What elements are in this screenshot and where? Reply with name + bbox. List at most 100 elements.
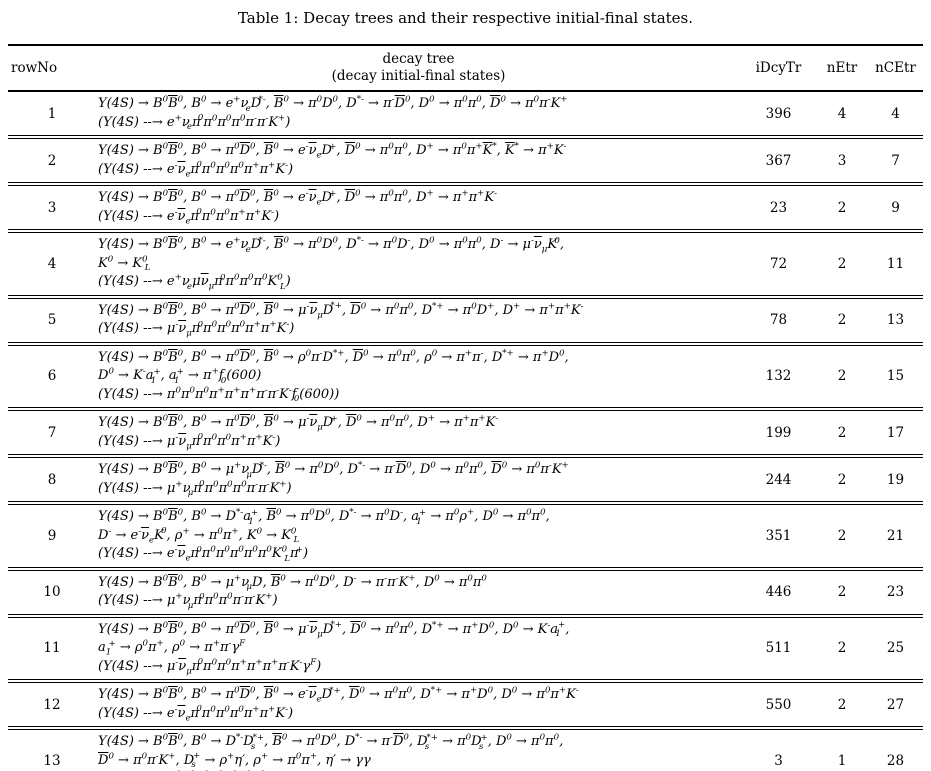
ncetr-value: 21	[886, 527, 905, 544]
decay-final-state-line: (Υ(4S) --→ μ-νμπ0π0π0π+π+K-)	[98, 432, 281, 452]
decay-table: rowNo decay tree (decay initial-final st…	[8, 44, 923, 771]
ncetr-value: 9	[891, 199, 900, 216]
decay-tree-cell: Υ(4S) → B0B0, B0 → e+νeD*-, B0 → π0D0, D…	[96, 91, 741, 137]
row-number: 9	[47, 527, 57, 544]
netr-value: 2	[837, 312, 847, 328]
decay-tree-line: a1+ → ρ0π+, ρ0 → π+π-γF	[98, 638, 246, 658]
decay-tree-line: Υ(4S) → B0B0, B0 → π0D0, B0 → μ-νμD*+, D…	[98, 620, 570, 640]
row-number: 8	[47, 471, 57, 488]
table-body: 1 Υ(4S) → B0B0, B0 → e+νeD*-, B0 → π0D0,…	[8, 91, 923, 771]
netr-value: 4	[837, 105, 847, 122]
ncetr-value: 17	[886, 424, 905, 441]
header-row: rowNo decay tree (decay initial-final st…	[8, 45, 923, 91]
idcytr-value: 446	[765, 584, 792, 600]
decay-tree-line: D0 → π0π-K+, Ds+ → ρ+η′, ρ+ → π0π+, η′ →…	[98, 751, 371, 771]
idcytr-value: 550	[765, 696, 792, 713]
decay-tree-line: Υ(4S) → B0B0, B0 → π0D0, B0 → e-νeD*+, D…	[98, 685, 579, 705]
table-row: 1 Υ(4S) → B0B0, B0 → e+νeD*-, B0 → π0D0,…	[8, 91, 923, 137]
netr-value: 2	[837, 424, 847, 441]
decay-tree-line: Υ(4S) → B0B0, B0 → e+νeD*-, B0 → π0D0, D…	[98, 94, 568, 114]
decay-final-state-line: (Υ(4S) --→ e+νeμ-νμπ0π0π0π0K0L)	[98, 272, 291, 292]
ncetr-value: 23	[886, 584, 905, 600]
idcytr-value: 199	[765, 424, 792, 441]
decay-tree-line: Υ(4S) → B0B0, B0 → π0D0, B0 → μ-νμD+, D0…	[98, 413, 499, 433]
idcytr-value: 351	[765, 527, 792, 544]
netr-value: 3	[837, 152, 847, 169]
netr-value: 2	[837, 584, 847, 600]
idcytr-value: 396	[765, 105, 792, 122]
decay-tree-cell: Υ(4S) → B0B0, B0 → D*-Ds*+, B0 → π0D0, D…	[96, 728, 741, 771]
decay-final-state-line: (Υ(4S) --→ μ-νμπ0π0π0π0π+π+K-)	[98, 319, 295, 339]
decay-final-state-line: (Υ(4S) --→ e-νeπ0π0π0π0π0π0K0Lπ+)	[98, 544, 309, 564]
decay-tree-line: Υ(4S) → B0B0, B0 → μ+νμD*-, B0 → π0D0, D…	[98, 460, 569, 480]
netr-value: 1	[837, 752, 847, 769]
decay-tree-line: Υ(4S) → B0B0, B0 → μ+νμD-, B0 → π0D0, D-…	[98, 573, 487, 593]
netr-value: 2	[837, 471, 847, 488]
table-row: 8 Υ(4S) → B0B0, B0 → μ+νμD*-, B0 → π0D0,…	[8, 456, 923, 503]
idcytr-value: 3	[774, 752, 783, 769]
table-row: 3 Υ(4S) → B0B0, B0 → π0D0, B0 → e-νeD+, …	[8, 184, 923, 231]
decay-final-state-line: (Υ(4S) --→ π0π0π0π+π+π+π-π-K-f0(600))	[98, 385, 340, 405]
row-number: 13	[43, 752, 61, 769]
ncetr-value: 4	[891, 105, 900, 122]
decay-tree-cell: Υ(4S) → B0B0, B0 → π0D0, B0 → μ-νμD*+, D…	[96, 616, 741, 682]
row-number: 3	[47, 199, 57, 216]
decay-tree-line: Υ(4S) → B0B0, B0 → e+νeD*-, B0 → π0D0, D…	[98, 235, 564, 255]
table-row: 6 Υ(4S) → B0B0, B0 → π0D0, B0 → ρ0π-D*+,…	[8, 344, 923, 410]
decay-tree-cell: Υ(4S) → B0B0, B0 → π0D0, B0 → ρ0π-D*+, D…	[96, 344, 741, 410]
decay-final-state-line: (Υ(4S) --→ e-νeπ0π0π0π0π+π+K-)	[98, 704, 294, 724]
idcytr-value: 244	[765, 471, 792, 488]
decay-tree-cell: Υ(4S) → B0B0, B0 → π0D0, B0 → e-νeD*+, D…	[96, 681, 741, 728]
table-caption: Table 1: Decay trees and their respectiv…	[237, 9, 694, 27]
decay-tree-line: Υ(4S) → B0B0, B0 → π0D0, B0 → e-νeD+, D0…	[98, 188, 497, 208]
row-number: 10	[43, 584, 61, 600]
row-number: 4	[47, 255, 57, 272]
col-header-decay-line1: decay tree	[382, 51, 455, 67]
idcytr-value: 78	[769, 312, 788, 328]
row-number: 11	[43, 640, 61, 657]
table-row: 7 Υ(4S) → B0B0, B0 → π0D0, B0 → μ-νμD+, …	[8, 409, 923, 456]
ncetr-value: 15	[886, 368, 905, 385]
table-header: rowNo decay tree (decay initial-final st…	[8, 45, 923, 91]
col-header-decay-tree: decay tree (decay initial-final states)	[96, 45, 741, 91]
table-row: 9 Υ(4S) → B0B0, B0 → D*-a1+, B0 → π0D0, …	[8, 503, 923, 569]
row-number: 6	[47, 368, 57, 385]
decay-final-state-line: (Υ(4S) --→ μ+νμπ0π0π0π0π-π-K+)	[98, 479, 292, 499]
decay-final-state-line: (Υ(4S) --→ μ-νμπ0π0π0π+π+π+π-K-γF)	[98, 657, 322, 677]
idcytr-value: 72	[769, 255, 788, 272]
netr-value: 2	[837, 255, 847, 272]
netr-value: 2	[837, 696, 847, 713]
ncetr-value: 28	[886, 752, 905, 769]
ncetr-value: 13	[886, 312, 905, 328]
ncetr-value: 27	[886, 696, 905, 713]
decay-tree-cell: Υ(4S) → B0B0, B0 → μ+νμD*-, B0 → π0D0, D…	[96, 456, 741, 503]
decay-tree-cell: Υ(4S) → B0B0, B0 → π0D0, B0 → e-νeD+, D0…	[96, 184, 741, 231]
col-header-idcytr: iDcyTr	[755, 60, 802, 76]
decay-final-state-line: (Υ(4S) --→ e-νeπ0π0π0π0π+π+K-)	[98, 160, 294, 180]
decay-tree-line: D- → e-νeK0, ρ+ → π0π+, K0 → K0L	[98, 526, 300, 546]
table-row: 5 Υ(4S) → B0B0, B0 → π0D0, B0 → μ-νμD*+,…	[8, 297, 923, 344]
table-row: 2 Υ(4S) → B0B0, B0 → π0D0, B0 → e-νeD+, …	[8, 137, 923, 184]
netr-value: 2	[837, 368, 847, 385]
decay-tree-line: K0 → K0L	[98, 254, 151, 274]
idcytr-value: 23	[769, 199, 788, 216]
decay-tree-cell: Υ(4S) → B0B0, B0 → π0D0, B0 → e-νeD+, D0…	[96, 137, 741, 184]
decay-final-state-line: (Υ(4S) --→ μ+νμπ0π0π0π-π-K+)	[98, 591, 278, 611]
row-number: 12	[43, 696, 61, 713]
table-row: 12 Υ(4S) → B0B0, B0 → π0D0, B0 → e-νeD*+…	[8, 681, 923, 728]
table-row: 10 Υ(4S) → B0B0, B0 → μ+νμD-, B0 → π0D0,…	[8, 569, 923, 616]
netr-value: 2	[837, 640, 847, 657]
idcytr-value: 511	[765, 640, 792, 657]
decay-tree-line: D0 → K-a1+, a1+ → π+f0(600)	[98, 366, 262, 386]
idcytr-value: 132	[765, 368, 792, 385]
col-header-netr: nEtr	[826, 60, 858, 76]
decay-tree-line: Υ(4S) → B0B0, B0 → D*-a1+, B0 → π0D0, D*…	[98, 507, 550, 527]
ncetr-value: 25	[886, 640, 905, 657]
row-number: 7	[47, 424, 57, 441]
idcytr-value: 367	[765, 152, 792, 169]
col-header-rowno: rowNo	[11, 60, 58, 76]
decay-final-state-line: (Υ(4S) --→ e+νeπ0π0π0π0π-π-K+)	[98, 113, 291, 133]
netr-value: 2	[837, 527, 847, 544]
decay-tree-cell: Υ(4S) → B0B0, B0 → D*-a1+, B0 → π0D0, D*…	[96, 503, 741, 569]
